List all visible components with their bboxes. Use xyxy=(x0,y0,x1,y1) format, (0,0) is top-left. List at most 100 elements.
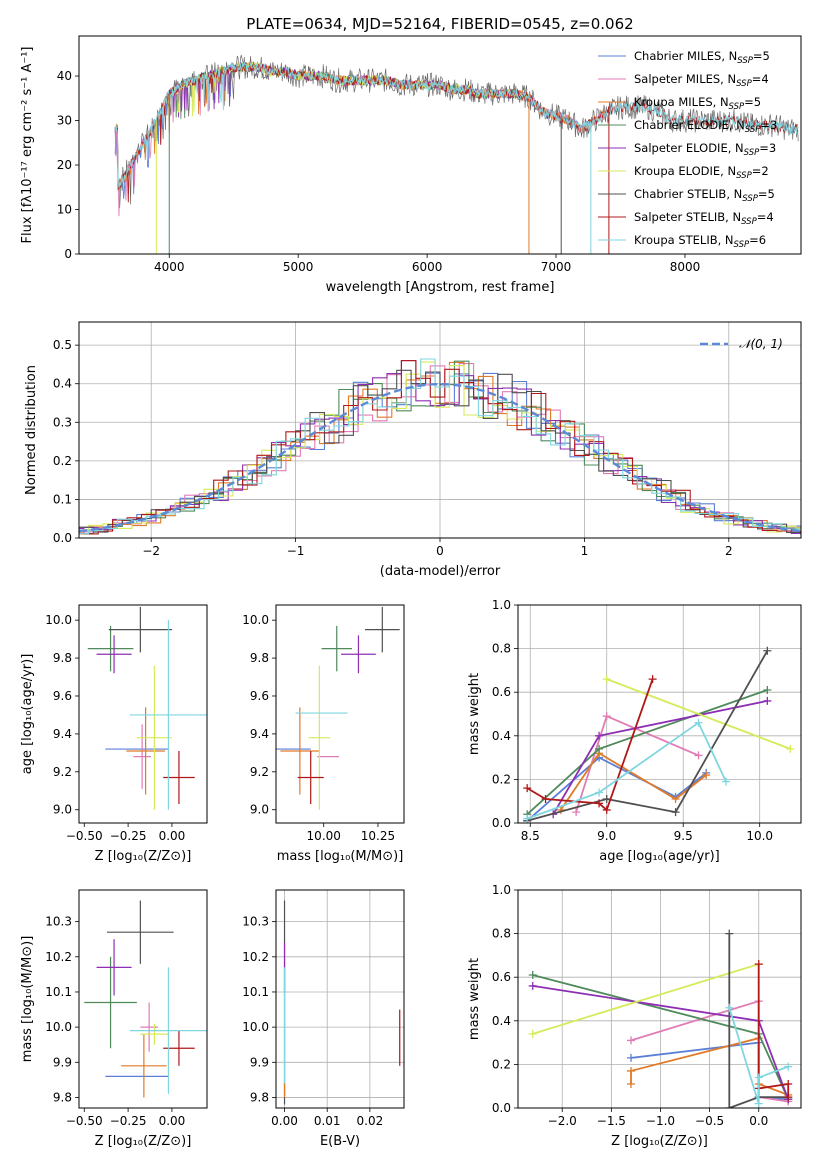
mass_vs_Z-xtick-label: 0.00 xyxy=(159,1114,186,1128)
residuals-xlabel: (data-model)/error xyxy=(380,564,501,579)
mass_vs_Z-ytick-label: 9.8 xyxy=(53,1090,72,1104)
mass_vs_Z-plot-area xyxy=(84,900,207,1098)
mass_vs_Z-ytick-label: 10.2 xyxy=(45,950,72,964)
weight_vs_age-marker xyxy=(572,808,581,817)
legend-subscript: SSP xyxy=(745,125,761,135)
legend-entry: Chabrier MILES, NSSP=5 xyxy=(634,49,770,66)
legend-count: =5 xyxy=(758,187,775,201)
weight_vs_Z-axes: −2.0 −1.5 −1.0 −0.5 0.0 0.0 0.2 0.4 0.6 0.8 1.0 Z [… xyxy=(467,883,802,1149)
mass_vs_ebv-axes: 0.00 0.01 0.02 9.8 9.9 10.0 10.1 10.2 10.3 E(B-V) xyxy=(242,889,405,1149)
age_vs_mass-ytick-label: 9.6 xyxy=(250,689,269,703)
mass_vs_ebv-xlabel: E(B-V) xyxy=(320,1134,360,1149)
spectrum-ytick-label: 10 xyxy=(57,203,72,217)
weight_vs_age-marker xyxy=(595,744,604,753)
weight_vs_age-frame xyxy=(517,604,802,824)
residuals-ytick-label: 0.4 xyxy=(53,377,72,391)
age_vs_mass-xtick-label: 10.25 xyxy=(361,829,395,843)
mass_vs_ebv-frame xyxy=(275,889,405,1109)
weight_vs_Z-xtick-label: −1.5 xyxy=(597,1114,626,1128)
weight_vs_age-marker xyxy=(595,788,604,797)
weight_vs_age-marker xyxy=(595,731,604,740)
weight_vs_age-marker xyxy=(763,686,772,695)
weight_vs_Z-xtick-label: −2.0 xyxy=(548,1114,577,1128)
age_vs_Z-ytick-label: 9.8 xyxy=(53,651,72,665)
weight_vs_age-marker xyxy=(602,675,611,684)
mass_vs_Z-ytick-label: 10.3 xyxy=(45,915,72,929)
residual-histogram xyxy=(79,369,801,536)
legend-subscript: SSP xyxy=(734,240,750,250)
weight_vs_age-marker xyxy=(671,808,680,817)
weight_vs_age-series-line xyxy=(526,650,769,822)
residuals-xtick-label: 0 xyxy=(436,544,444,558)
weight_vs_Z-marker xyxy=(784,1080,793,1089)
spectrum-xtick-label: 4000 xyxy=(154,260,185,274)
weight_vs_age-marker xyxy=(648,675,657,684)
legend-count: =3 xyxy=(759,141,776,155)
mass_vs_ebv-ytick-label: 10.1 xyxy=(242,985,269,999)
weight_vs_Z-marker xyxy=(627,1080,636,1089)
residuals-xtick-label: 2 xyxy=(725,544,733,558)
age_vs_Z-ytick-label: 10.0 xyxy=(45,613,72,627)
mass_vs_Z-axes: −0.50 −0.25 0.00 9.8 9.9 10.0 10.1 10.2 10.3 Z [l… xyxy=(20,889,208,1149)
weight_vs_Z-series-line xyxy=(532,963,759,1035)
age_vs_Z-xtick-label: 0.00 xyxy=(159,829,186,843)
mass_vs_Z-ytick-label: 10.0 xyxy=(45,1020,72,1034)
mass_vs_ebv-ytick-label: 10.2 xyxy=(242,950,269,964)
weight_vs_Z-marker xyxy=(754,1073,763,1082)
spectrum-frame xyxy=(78,35,802,255)
age_vs_mass-ytick-label: 10.0 xyxy=(242,613,269,627)
weight_vs_Z-marker xyxy=(528,981,537,990)
legend-entry: Salpeter MILES, NSSP=4 xyxy=(634,72,769,89)
weight_vs_Z-marker xyxy=(784,1093,793,1102)
gaussian-legend-label: 𝒩(0, 1) xyxy=(739,337,783,351)
residuals-ytick-label: 0.5 xyxy=(53,338,72,352)
residuals-xtick-label: −1 xyxy=(287,544,305,558)
weight_vs_Z-ylabel: mass weight xyxy=(467,958,482,1040)
legend-count: =3 xyxy=(760,118,777,132)
spectrum-xlabel: wavelength [Angstrom, rest frame] xyxy=(326,280,555,295)
residuals-ytick-label: 0.1 xyxy=(53,492,72,506)
weight_vs_age-ytick-label: 1.0 xyxy=(492,598,511,612)
spectrum-xtick-label: 7000 xyxy=(541,260,572,274)
weight_vs_age-xtick-label: 9.0 xyxy=(597,829,616,843)
weight_vs_Z-series-line xyxy=(728,1007,789,1104)
residuals-ytick-label: 0.0 xyxy=(53,531,72,545)
residuals-xtick-label: 1 xyxy=(581,544,589,558)
legend-entry: Salpeter STELIB, NSSP=4 xyxy=(634,210,774,227)
legend-entry: Kroupa ELODIE, NSSP=2 xyxy=(634,164,769,181)
age_vs_mass-frame xyxy=(275,604,405,824)
age_vs_mass-ytick-label: 9.0 xyxy=(250,803,269,817)
mass_vs_Z-xtick-label: −0.25 xyxy=(110,1114,147,1128)
age_vs_mass-ytick-label: 9.8 xyxy=(250,651,269,665)
mass_vs_Z-ylabel: mass [log₁₀(M/M⊙)] xyxy=(20,936,35,1063)
weight_vs_age-ylabel: mass weight xyxy=(467,673,482,755)
legend-count: =2 xyxy=(752,164,769,178)
weight_vs_age-marker xyxy=(786,744,795,753)
weight_vs_Z-xtick-label: −0.5 xyxy=(695,1114,724,1128)
spectrum-line xyxy=(114,61,799,188)
weight_vs_age-marker xyxy=(722,777,731,786)
mass_vs_ebv-ytick-label: 9.8 xyxy=(250,1090,269,1104)
weight_vs_Z-marker xyxy=(754,1099,763,1108)
mass_vs_ebv-xtick-label: 0.02 xyxy=(357,1114,384,1128)
weight_vs_Z-ytick-label: 0.4 xyxy=(492,1014,511,1028)
legend-count: =5 xyxy=(753,49,770,63)
weight_vs_age-plot-area xyxy=(523,646,795,823)
spectrum-ytick-label: 20 xyxy=(57,158,72,172)
weight_vs_age-series-line xyxy=(606,678,791,750)
weight_vs_age-marker xyxy=(763,696,772,705)
spectrum-ylabel: Flux [fλ10⁻¹⁷ erg cm⁻² s⁻¹ A⁻¹] xyxy=(20,47,35,244)
spectrum-xtick-label: 8000 xyxy=(670,260,701,274)
mass_vs_Z-xlabel: Z [log₁₀(Z/Z⊙)] xyxy=(95,1134,192,1149)
mass_vs_ebv-plot-area xyxy=(283,900,401,1105)
mass_vs_Z-ytick-label: 9.9 xyxy=(53,1055,72,1069)
weight_vs_Z-ytick-label: 1.0 xyxy=(492,883,511,897)
residuals-plot-area xyxy=(79,358,801,536)
spectrum-xtick-label: 5000 xyxy=(283,260,314,274)
weight_vs_Z-ytick-label: 0.6 xyxy=(492,970,511,984)
weight_vs_age-marker xyxy=(702,771,711,780)
age_vs_Z-xlabel: Z [log₁₀(Z/Z⊙)] xyxy=(95,849,192,864)
weight_vs_Z-marker xyxy=(627,1066,636,1075)
age_vs_Z-xtick-label: −0.50 xyxy=(66,829,103,843)
spectrum-plot-area xyxy=(114,54,799,254)
